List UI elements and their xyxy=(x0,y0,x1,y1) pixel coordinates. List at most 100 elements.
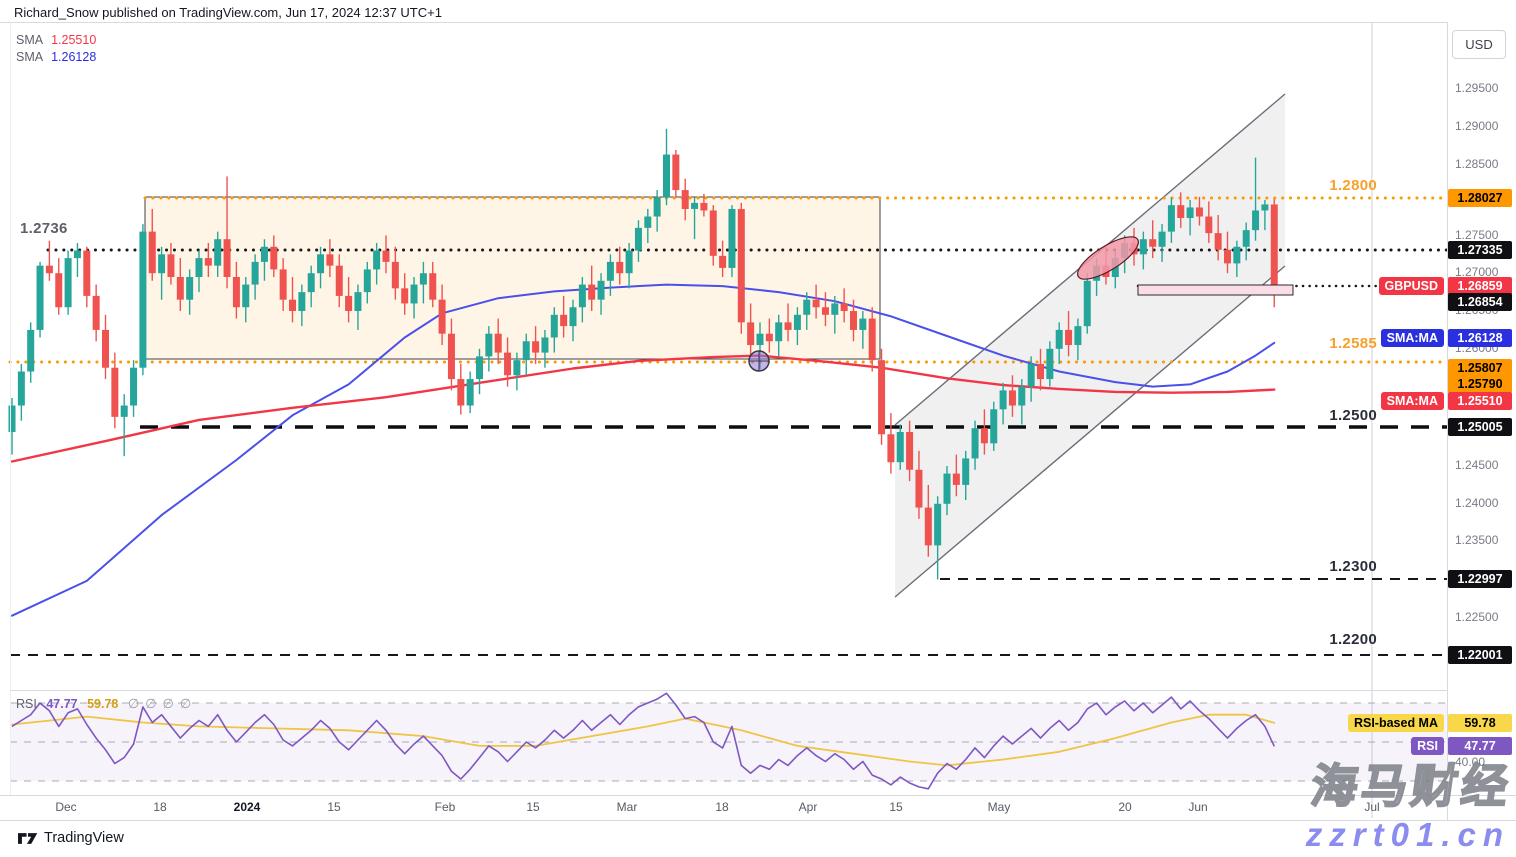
candle-body xyxy=(868,318,876,361)
candle-body xyxy=(793,314,801,330)
channel-lower-line[interactable] xyxy=(894,265,1286,598)
sma-fast-legend-row[interactable]: SMA 1.25510 xyxy=(16,32,96,49)
candle-body xyxy=(270,246,278,270)
candle-body xyxy=(709,210,717,256)
tradingview-logo-icon xyxy=(18,832,38,844)
candle-body xyxy=(1252,210,1260,231)
rsi-line[interactable] xyxy=(11,692,1276,790)
candle-body xyxy=(176,277,184,300)
rsi-hidden-params: ∅ ∅ ∅ ∅ xyxy=(128,696,197,711)
consolidation-zone-rectangle[interactable] xyxy=(144,196,881,360)
candle-body xyxy=(1074,326,1082,346)
hidden-param-icon: ∅ xyxy=(179,696,192,711)
candle-body xyxy=(606,261,614,281)
candle-body xyxy=(223,239,231,277)
support-flag-rectangle[interactable] xyxy=(1137,284,1294,296)
currency-toggle-button[interactable]: USD xyxy=(1452,30,1506,59)
candle-body xyxy=(999,390,1007,410)
candle-body xyxy=(158,254,166,274)
candle-body xyxy=(1186,207,1194,219)
candle-body xyxy=(896,431,904,463)
candle-body xyxy=(27,329,35,372)
candle-body xyxy=(476,356,483,380)
candle-body xyxy=(307,273,315,293)
candle-body xyxy=(214,239,222,266)
candle-body xyxy=(747,322,755,346)
candle-body xyxy=(831,303,839,315)
candle-body xyxy=(391,261,399,289)
candle-body xyxy=(419,273,427,285)
rsi-value: 47.77 xyxy=(46,697,78,711)
candle-body xyxy=(943,473,951,504)
candle-body xyxy=(644,216,652,228)
candle-body xyxy=(1027,363,1035,387)
candle-body xyxy=(541,337,549,353)
rising-channel-fill[interactable] xyxy=(895,94,1285,597)
candle-body xyxy=(532,341,540,353)
candle-body xyxy=(186,277,194,300)
candle-body xyxy=(363,269,371,293)
candle-body xyxy=(1224,249,1231,264)
rsi-ma-line[interactable] xyxy=(11,713,1276,767)
sma-slow-legend-row[interactable]: SMA 1.26128 xyxy=(16,49,96,66)
candle-body xyxy=(429,273,437,300)
candle-body xyxy=(373,250,381,270)
highlight-ellipse[interactable] xyxy=(1072,229,1144,286)
candle-body xyxy=(878,360,886,435)
candle-body xyxy=(139,231,147,368)
candle-body xyxy=(130,367,138,406)
pane-divider[interactable] xyxy=(10,690,1447,691)
candle-body xyxy=(1046,348,1054,380)
time-axis-divider xyxy=(0,795,1516,796)
rsi-label: RSI xyxy=(16,697,37,711)
candle-body xyxy=(289,299,296,312)
candle-body xyxy=(195,258,203,277)
candle-body xyxy=(513,360,521,376)
candle-body xyxy=(45,265,53,274)
candle-body xyxy=(92,295,100,330)
rsi-legend-row[interactable]: RSI 47.77 59.78 ∅ ∅ ∅ ∅ xyxy=(16,696,203,712)
header-divider xyxy=(0,22,1447,23)
candle-body xyxy=(906,431,914,470)
sma-slow-line[interactable] xyxy=(11,283,1276,617)
candle-body xyxy=(859,318,867,330)
candle-body xyxy=(756,333,764,346)
candle-body xyxy=(1261,204,1269,211)
candle-body xyxy=(691,202,699,209)
candle-body xyxy=(457,379,465,406)
candle-body xyxy=(232,277,240,308)
candle-body xyxy=(980,428,988,444)
price-axis-border xyxy=(1447,22,1448,820)
candle-body xyxy=(1055,329,1063,349)
candle-body xyxy=(279,269,287,300)
candle-body xyxy=(1242,230,1250,247)
candle-body xyxy=(345,295,353,312)
candle-body xyxy=(616,261,624,274)
candle-body xyxy=(1167,205,1175,232)
candle-body xyxy=(700,202,708,211)
candle-body xyxy=(485,333,493,357)
candle-body xyxy=(672,154,680,191)
candle-body xyxy=(73,250,81,259)
candle-body xyxy=(1008,390,1016,406)
candle-body xyxy=(719,255,727,268)
candle-body xyxy=(775,322,783,342)
hidden-param-icon: ∅ xyxy=(162,696,174,711)
candle-body xyxy=(111,367,119,417)
candle-body xyxy=(504,352,512,376)
candle-body xyxy=(803,299,811,315)
candle-body xyxy=(260,246,268,262)
candle-body xyxy=(167,254,175,277)
rsi-ma-value: 59.78 xyxy=(87,697,119,711)
candle-body xyxy=(1177,205,1185,219)
candle-body xyxy=(597,280,605,300)
bottom-divider xyxy=(0,820,1516,821)
candle-body xyxy=(102,329,109,368)
candle-body xyxy=(625,250,633,274)
candle-body xyxy=(952,473,960,485)
candle-body xyxy=(1233,246,1241,264)
tradingview-logo[interactable]: TradingView xyxy=(18,830,124,846)
